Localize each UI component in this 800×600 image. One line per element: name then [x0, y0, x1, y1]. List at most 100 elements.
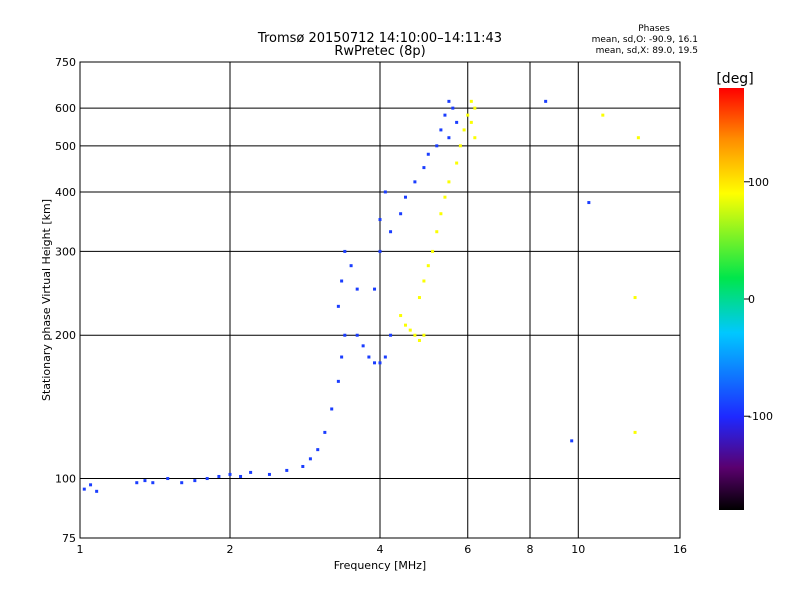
data-point-O [267, 472, 271, 476]
data-point-O [343, 333, 347, 337]
x-tick-label: 8 [527, 543, 534, 556]
data-point-O [378, 218, 382, 222]
data-point-O [340, 355, 344, 359]
data-point-O [301, 464, 305, 468]
data-point-X [413, 333, 417, 337]
data-point-O [403, 195, 407, 199]
y-tick-label: 75 [62, 532, 76, 545]
data-point-O [340, 279, 344, 283]
data-point-X [455, 161, 459, 165]
x-tick-labels: 1 2 4 6 8 10 16 [77, 543, 688, 556]
x-tick-label: 16 [673, 543, 687, 556]
data-point-O [166, 477, 170, 481]
data-point-O [570, 439, 574, 443]
phases-line-o: mean, sd,O: -90.9, 16.1 [592, 35, 698, 45]
plot-grid [80, 62, 680, 538]
x-tick-label: 4 [377, 543, 384, 556]
data-point-X [439, 212, 443, 216]
data-point-O [249, 470, 253, 474]
data-point-O [336, 304, 340, 308]
data-point-O [447, 136, 451, 140]
phases-line-x: mean, sd,X: 89.0, 19.5 [596, 46, 698, 56]
data-point-X [462, 128, 466, 132]
plot-frame [79, 61, 681, 539]
data-point-X [417, 296, 421, 300]
data-point-O [316, 448, 320, 452]
data-point-O [217, 474, 221, 478]
data-point-O [447, 99, 451, 103]
data-point-O [378, 361, 382, 365]
data-point-O [587, 201, 591, 205]
data-point-X [473, 106, 477, 110]
data-point-O [193, 479, 197, 483]
data-point-X [469, 120, 473, 124]
data-point-O [383, 190, 387, 194]
data-point-O [89, 483, 93, 487]
data-point-O [451, 106, 455, 110]
x-tick-label: 2 [227, 543, 234, 556]
data-point-O [439, 128, 443, 132]
x-tick-label: 1 [77, 543, 84, 556]
data-point-O [135, 481, 139, 485]
data-point-X [466, 113, 470, 117]
data-point-X [431, 249, 435, 253]
data-point-X [458, 144, 462, 148]
data-point-X [473, 136, 477, 140]
data-point-O [151, 481, 155, 485]
data-point-O [95, 489, 99, 493]
data-point-O [413, 180, 417, 184]
y-tick-label: 300 [55, 245, 76, 258]
data-point-X [426, 264, 430, 268]
x-tick-label: 6 [464, 543, 471, 556]
data-point-O [544, 99, 548, 103]
colorbar-ticks: 100 0 -100 [744, 176, 773, 423]
data-point-X [633, 296, 637, 300]
chart-title: Tromsø 20150712 14:10:00–14:11:43 [257, 31, 502, 46]
data-point-X [469, 99, 473, 103]
data-point-O [383, 355, 387, 359]
data-point-X [443, 195, 447, 199]
data-point-O [323, 430, 327, 434]
phases-title: Phases [638, 24, 670, 34]
data-point-X [403, 323, 407, 327]
data-point-O [435, 144, 439, 148]
data-point-O [443, 113, 447, 117]
data-point-O [228, 472, 232, 476]
data-point-O [82, 487, 86, 491]
colorbar-tick-label: 0 [748, 293, 755, 306]
data-points [82, 99, 640, 493]
data-point-O [399, 212, 403, 216]
data-point-X [422, 279, 426, 283]
data-point-O [426, 152, 430, 156]
data-point-O [355, 333, 359, 337]
data-point-O [361, 344, 365, 348]
x-axis-label: Frequency [MHz] [334, 559, 426, 572]
data-point-X [633, 430, 637, 434]
data-point-O [343, 249, 347, 253]
data-point-X [447, 180, 451, 184]
data-point-X [408, 328, 412, 332]
y-tick-label: 200 [55, 329, 76, 342]
colorbar [719, 88, 744, 510]
data-point-O [180, 481, 184, 485]
data-point-O [349, 264, 353, 268]
colorbar-label: [deg] [716, 71, 753, 87]
data-point-X [636, 136, 640, 140]
y-tick-label: 750 [55, 56, 76, 69]
data-point-O [455, 120, 459, 124]
data-point-O [422, 166, 426, 170]
data-point-O [355, 287, 359, 291]
data-point-O [285, 468, 289, 472]
y-tick-label: 400 [55, 186, 76, 199]
data-point-O [367, 355, 371, 359]
y-tick-label: 100 [55, 473, 76, 486]
data-point-X [435, 230, 439, 234]
data-point-O [336, 379, 340, 383]
data-point-X [422, 333, 426, 337]
data-point-O [239, 474, 243, 478]
data-point-O [373, 361, 377, 365]
chart-subtitle: RwPretec (8p) [334, 44, 425, 59]
y-tick-labels: 75 100 200 300 400 500 600 750 [55, 56, 76, 545]
data-point-O [205, 477, 209, 481]
